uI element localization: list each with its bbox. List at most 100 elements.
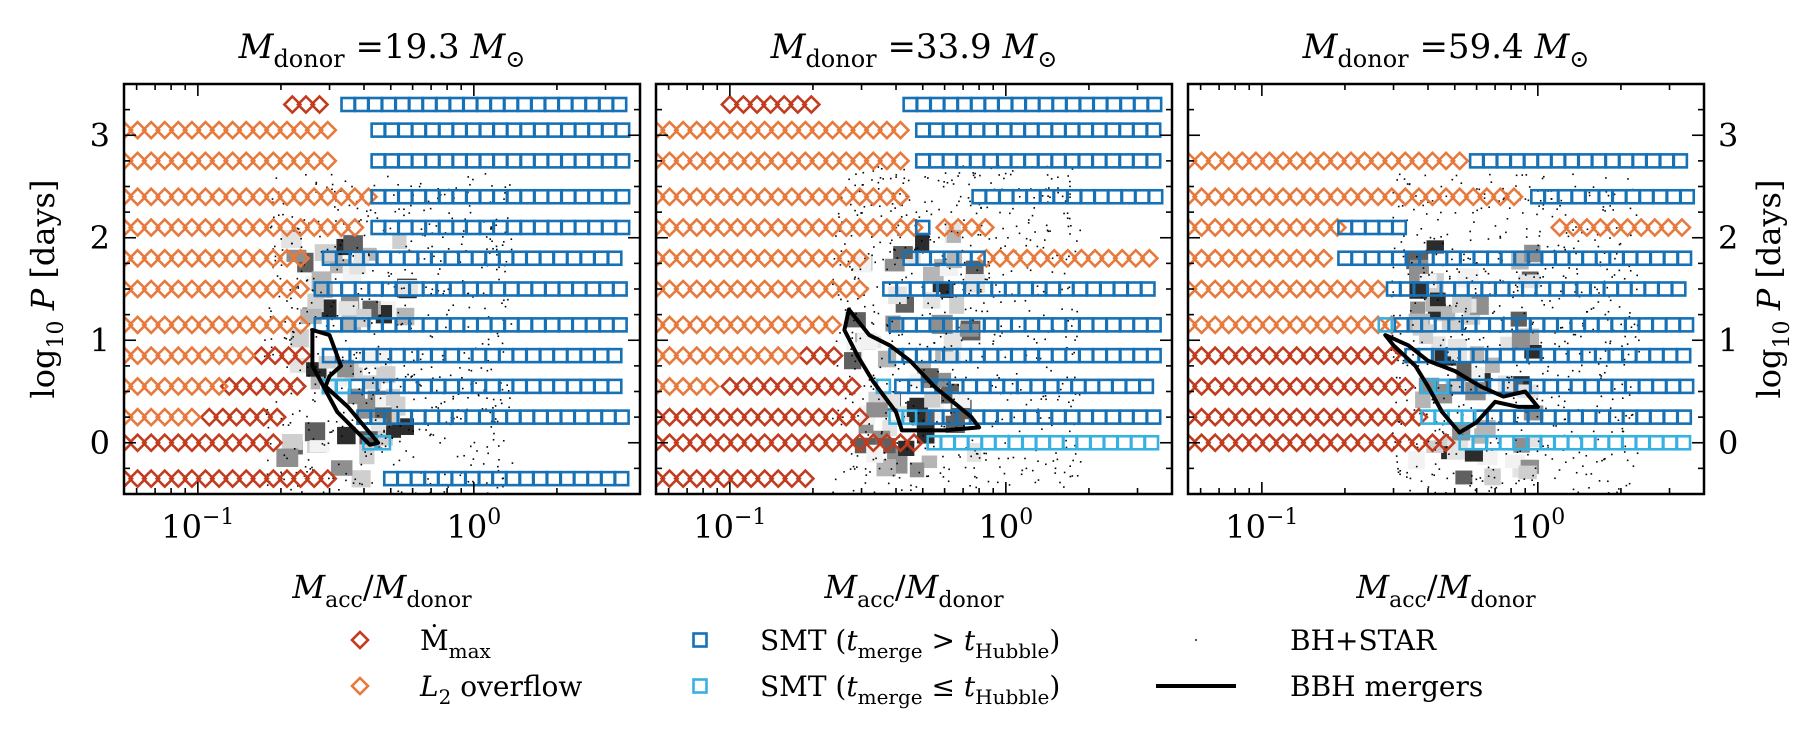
diamond-marker — [781, 186, 802, 207]
diamond-marker — [263, 248, 284, 269]
bh-star-point — [877, 166, 880, 168]
bh-star-point — [863, 385, 866, 387]
bh-star-point — [1406, 399, 1408, 402]
bh-star-point — [1036, 245, 1039, 248]
square-marker — [1010, 153, 1026, 169]
bh-star-point — [1069, 511, 1071, 513]
bh-star-point — [972, 174, 975, 177]
diamond-marker — [1205, 315, 1226, 335]
diamond-marker — [290, 151, 311, 171]
diamond-marker — [1232, 376, 1253, 397]
bh-star-point — [1012, 456, 1015, 459]
diamond-marker — [1436, 151, 1456, 171]
square-marker — [511, 347, 528, 364]
bh-star-point — [925, 210, 928, 213]
bh-star-point — [326, 186, 328, 189]
bh-star-point — [1580, 291, 1583, 294]
diamond-marker — [290, 120, 311, 140]
square-marker — [1625, 188, 1641, 205]
math-text: =59.4 — [1409, 27, 1535, 67]
bh-star-point — [1512, 397, 1515, 400]
square-marker — [1038, 96, 1054, 113]
diamond-marker — [127, 120, 148, 140]
square-marker — [370, 219, 386, 236]
square-marker — [370, 153, 386, 169]
bh-star-point — [321, 442, 324, 445]
bh-star-point — [854, 276, 856, 279]
bh-star-point — [1542, 372, 1544, 375]
bh-star-point — [1438, 428, 1441, 431]
square-marker — [471, 250, 487, 267]
diamond-marker — [222, 432, 243, 453]
diamond-marker — [1381, 345, 1402, 366]
bh-star-point — [1619, 507, 1621, 509]
diamond-marker — [1395, 186, 1416, 207]
ticks — [124, 83, 641, 495]
bh-star-point — [1470, 388, 1472, 391]
bh-star-point — [335, 420, 338, 423]
bh-star-point — [1560, 290, 1562, 293]
bh-star-point — [317, 353, 319, 355]
bh-star-point — [457, 393, 460, 395]
subscript-text: donor — [406, 588, 472, 613]
bh-star-point — [1392, 356, 1395, 358]
bh-star-point — [1073, 507, 1075, 509]
diamond-marker — [1246, 432, 1266, 453]
bh-star-point — [480, 367, 483, 369]
bh-star-point — [502, 241, 505, 243]
bh-star-point — [323, 376, 326, 379]
bh-star-point — [265, 515, 267, 517]
square-marker — [383, 188, 400, 205]
bh-star-point — [1464, 310, 1467, 313]
bh-star-point — [431, 245, 433, 248]
bh-star-point — [1069, 193, 1071, 195]
density-bin — [1497, 375, 1514, 393]
bh-star-point — [1583, 513, 1585, 515]
diamond-marker — [733, 94, 754, 115]
bh-star-point — [391, 437, 394, 439]
bh-star-point — [1456, 412, 1459, 414]
bh-star-point — [929, 312, 931, 315]
diamond-marker — [714, 248, 734, 269]
diamond-marker — [182, 407, 202, 427]
bh-star-point — [883, 452, 886, 454]
bh-star-point — [1011, 382, 1014, 385]
square-marker — [411, 188, 427, 205]
diamond-marker — [1354, 345, 1375, 366]
diamond-marker — [1218, 248, 1239, 269]
bh-star-point — [305, 174, 307, 176]
diamond-marker — [209, 432, 229, 453]
bh-star-point — [938, 236, 940, 239]
bh-star-point — [1497, 257, 1500, 260]
bh-star-point — [330, 431, 333, 433]
diamond-marker — [154, 217, 175, 238]
bh-star-point — [1613, 274, 1616, 276]
bh-star-point — [833, 360, 835, 363]
bh-star-point — [1461, 510, 1463, 512]
bh-star-point — [501, 302, 503, 305]
bh-star-point — [1433, 474, 1436, 476]
bh-star-point — [930, 500, 932, 502]
square-marker — [1064, 122, 1080, 138]
bh-star-point — [1544, 267, 1547, 270]
bh-star-point — [497, 469, 500, 472]
bh-star-point — [1025, 467, 1028, 470]
bh-star-point — [443, 437, 446, 440]
legend-diamond-marker — [350, 630, 370, 650]
bh-star-point — [854, 209, 856, 212]
square-marker — [389, 250, 406, 267]
square-marker — [1432, 250, 1448, 267]
bh-star-point — [844, 397, 847, 400]
bh-star-point — [963, 424, 965, 427]
diamond-marker — [714, 407, 734, 427]
bh-star-point — [915, 211, 918, 214]
bh-star-point — [889, 251, 891, 253]
bh-star-point — [509, 184, 511, 186]
bh-star-point — [490, 226, 492, 228]
legend-dot-marker — [1195, 639, 1197, 641]
bh-star-point — [943, 181, 945, 183]
density-bin — [898, 440, 915, 456]
diamond-marker — [1577, 217, 1597, 238]
bh-star-point — [341, 359, 344, 362]
bh-star-point — [1458, 271, 1461, 273]
